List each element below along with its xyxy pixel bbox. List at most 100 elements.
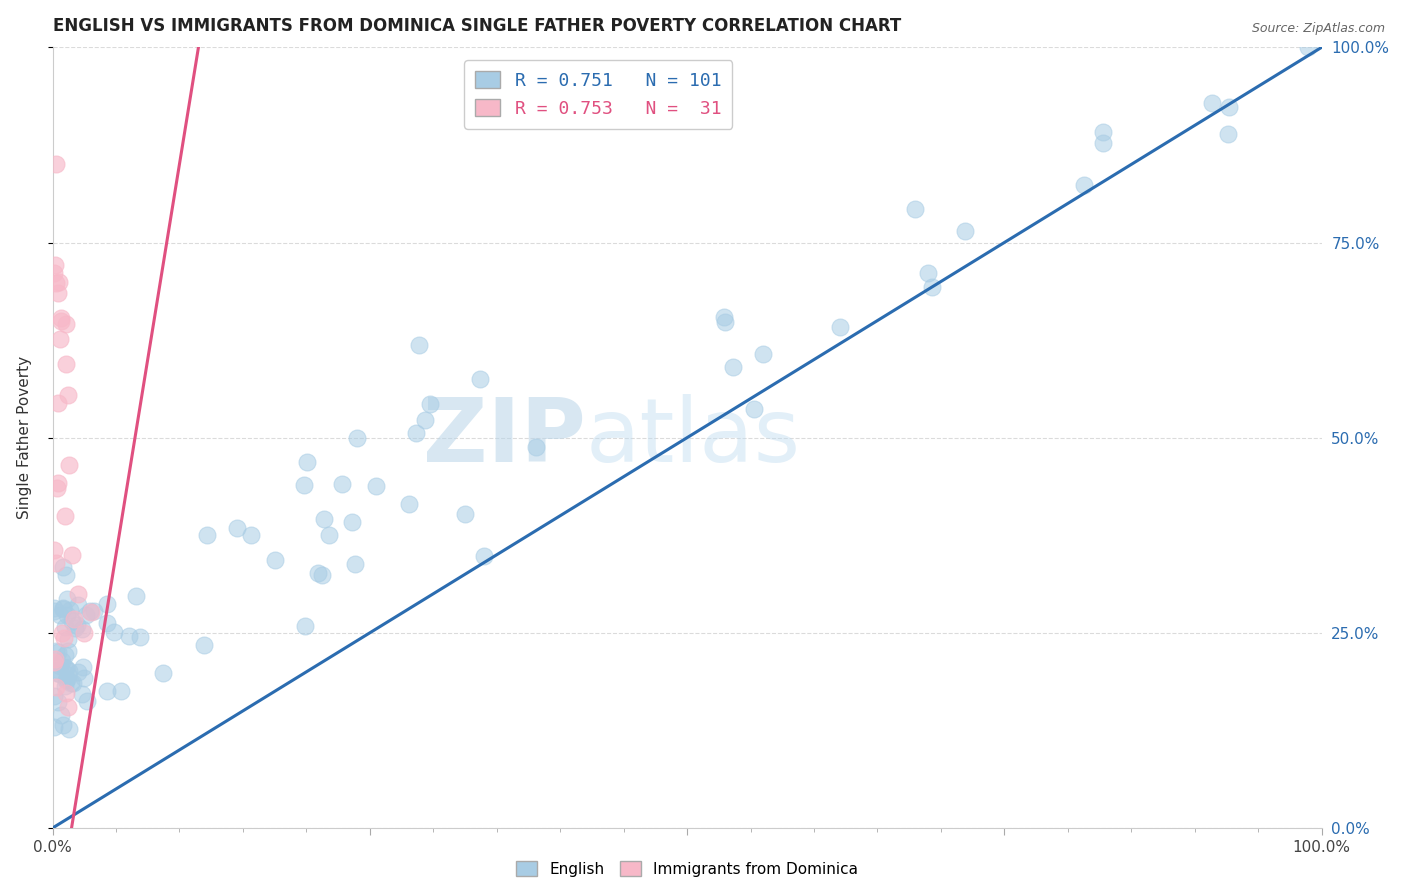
- Point: [56, 607, 79, 622]
- Text: atlas: atlas: [585, 394, 800, 481]
- Point: [73, 625, 96, 640]
- Point: [72, 660, 94, 674]
- Point: [59, 603, 82, 617]
- Text: ENGLISH VS IMMIGRANTS FROM DOMINICA SINGLE FATHER POVERTY CORRELATION CHART: ENGLISH VS IMMIGRANTS FROM DOMINICA SING…: [52, 17, 901, 35]
- Point: [405, 426, 427, 441]
- Point: [46, 644, 69, 658]
- Point: [96, 684, 118, 698]
- Point: [46, 476, 69, 491]
- Point: [49, 608, 72, 623]
- Point: [297, 455, 319, 469]
- Point: [318, 528, 340, 542]
- Point: [96, 616, 118, 631]
- Point: [56, 699, 79, 714]
- Point: [314, 512, 336, 526]
- Point: [330, 477, 353, 491]
- Point: [1091, 125, 1114, 139]
- Point: [51, 626, 73, 640]
- Point: [45, 643, 67, 657]
- Point: [48, 658, 70, 673]
- Point: [413, 413, 436, 427]
- Point: [307, 566, 329, 580]
- Point: [76, 694, 98, 708]
- Point: [45, 680, 67, 694]
- Point: [45, 556, 67, 570]
- Point: [953, 225, 976, 239]
- Point: [52, 559, 75, 574]
- Point: [55, 357, 77, 371]
- Point: [921, 279, 943, 293]
- Point: [56, 591, 79, 606]
- Point: [66, 618, 89, 632]
- Point: [48, 333, 70, 347]
- Point: [713, 310, 735, 325]
- Point: [58, 665, 80, 679]
- Point: [66, 599, 89, 613]
- Point: [55, 568, 77, 582]
- Point: [117, 629, 139, 643]
- Point: [346, 431, 368, 445]
- Point: [713, 316, 735, 330]
- Point: [56, 632, 79, 646]
- Point: [96, 597, 118, 611]
- Point: [51, 313, 73, 327]
- Point: [239, 528, 262, 542]
- Point: [110, 683, 132, 698]
- Point: [42, 600, 65, 615]
- Point: [66, 587, 89, 601]
- Point: [1201, 96, 1223, 111]
- Point: [79, 604, 101, 618]
- Point: [44, 689, 66, 703]
- Point: [1218, 100, 1240, 114]
- Point: [124, 589, 146, 603]
- Point: [79, 605, 101, 619]
- Point: [828, 320, 851, 334]
- Point: [46, 396, 69, 410]
- Point: [193, 638, 215, 652]
- Text: ZIP: ZIP: [423, 394, 585, 481]
- Point: [58, 723, 80, 737]
- Point: [128, 631, 150, 645]
- Point: [59, 676, 82, 690]
- Point: [1216, 127, 1239, 141]
- Point: [751, 347, 773, 361]
- Point: [103, 624, 125, 639]
- Point: [398, 496, 420, 510]
- Point: [52, 602, 75, 616]
- Point: [311, 568, 333, 582]
- Point: [264, 553, 287, 567]
- Point: [744, 401, 766, 416]
- Point: [721, 360, 744, 375]
- Point: [42, 266, 65, 280]
- Point: [152, 666, 174, 681]
- Legend: English, Immigrants from Dominica: English, Immigrants from Dominica: [509, 855, 865, 883]
- Point: [55, 317, 77, 331]
- Point: [408, 338, 430, 352]
- Point: [67, 665, 90, 679]
- Point: [42, 604, 65, 618]
- Point: [44, 719, 66, 733]
- Point: [51, 654, 73, 668]
- Point: [52, 718, 75, 732]
- Point: [1073, 178, 1095, 193]
- Point: [83, 603, 105, 617]
- Text: Source: ZipAtlas.com: Source: ZipAtlas.com: [1251, 22, 1385, 36]
- Point: [472, 549, 495, 564]
- Point: [53, 620, 76, 634]
- Point: [58, 644, 80, 658]
- Point: [1092, 136, 1115, 150]
- Point: [58, 458, 80, 473]
- Point: [53, 508, 76, 523]
- Point: [55, 661, 77, 675]
- Point: [75, 608, 97, 623]
- Point: [226, 521, 249, 535]
- Point: [70, 622, 93, 636]
- Point: [62, 676, 84, 690]
- Point: [1298, 40, 1320, 54]
- Point: [419, 397, 441, 411]
- Point: [49, 666, 72, 681]
- Point: [46, 695, 69, 709]
- Point: [55, 673, 77, 688]
- Point: [917, 266, 939, 280]
- Point: [44, 652, 66, 666]
